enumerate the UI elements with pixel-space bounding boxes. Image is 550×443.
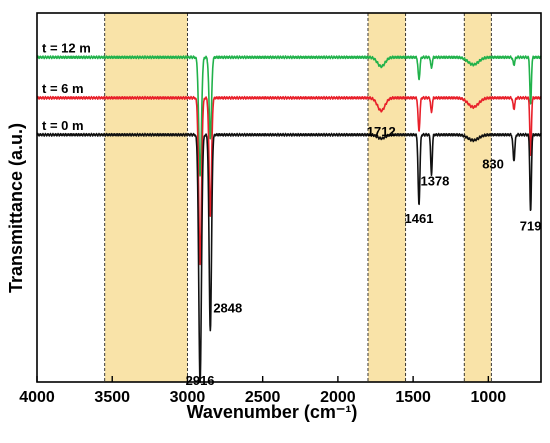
peak-label-2916: 2916 (186, 373, 215, 388)
plot-frame (36, 12, 542, 383)
peak-label-1712: 1712 (367, 124, 396, 139)
x-axis-ticks: 4000 3500 3000 2500 2000 1500 1000 (19, 376, 506, 406)
series-labels: t = 12 m t = 6 m t = 0 m (42, 40, 91, 132)
x-tick-label-3000: 3000 (170, 389, 206, 406)
series-label-t-12-m: t = 12 m (42, 40, 91, 55)
series-line-t-6-m (36, 95, 542, 266)
peak-label-1378: 1378 (420, 173, 449, 188)
x-tick-label-3500: 3500 (94, 389, 130, 406)
peak-labels: 2916 2848 1712 1461 1378 830 719 (186, 124, 542, 388)
x-tick-label-2000: 2000 (320, 389, 356, 406)
highlight-band-2 (464, 13, 492, 382)
x-tick-label-4000: 4000 (19, 389, 55, 406)
x-tick-label-1000: 1000 (471, 389, 507, 406)
x-tick-label-1500: 1500 (395, 389, 431, 406)
series-line-t-0-m (36, 132, 542, 384)
series-label-t-6-m: t = 6 m (42, 81, 84, 96)
highlight-bands (104, 13, 492, 382)
y-axis-label: Transmittance (a.u.) (6, 123, 26, 293)
x-tick-label-2500: 2500 (245, 389, 281, 406)
peak-label-2848: 2848 (213, 300, 242, 315)
peak-label-830: 830 (482, 157, 504, 172)
x-axis-label: Wavenumber (cm⁻¹) (187, 402, 358, 422)
peak-label-1461: 1461 (405, 211, 434, 226)
peak-label-719: 719 (520, 218, 542, 233)
highlight-band-1 (367, 13, 406, 382)
series-layer (36, 55, 542, 384)
series-label-t-0-m: t = 0 m (42, 118, 84, 133)
series-line-t-12-m (36, 55, 542, 177)
highlight-band-0 (104, 13, 188, 382)
